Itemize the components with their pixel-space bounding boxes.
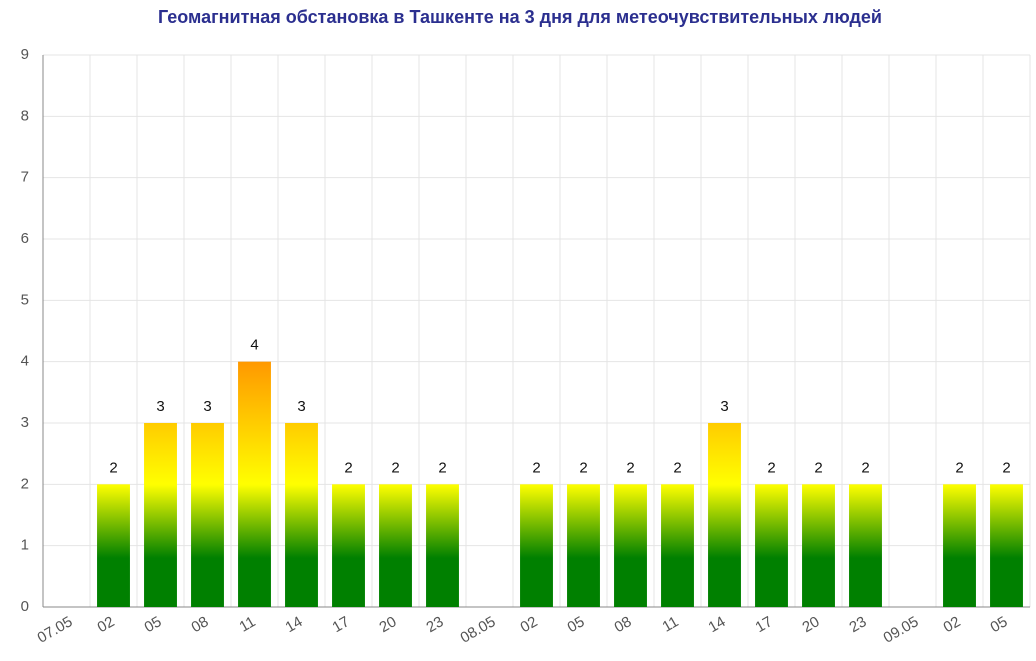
value-label: 3 [156,398,164,415]
x-tick-label: 07.05 [34,613,75,646]
y-tick-label: 1 [21,537,29,554]
y-tick-label: 7 [21,169,29,186]
y-tick-label: 3 [21,414,29,431]
value-label: 2 [344,459,352,476]
bar [97,484,130,607]
bar [755,484,788,607]
value-label: 2 [1002,459,1010,476]
x-tick-label: 08 [189,613,212,636]
bar [990,484,1023,607]
x-tick-label: 11 [659,613,681,636]
y-tick-label: 5 [21,291,29,308]
value-label: 2 [955,459,963,476]
y-tick-label: 6 [21,230,29,247]
x-tick-label: 17 [330,613,353,636]
y-tick-label: 4 [21,353,29,370]
value-label: 2 [861,459,869,476]
bar [426,484,459,607]
y-tick-label: 0 [21,598,29,615]
bar [708,423,741,607]
bar [332,484,365,607]
value-label: 3 [720,398,728,415]
x-tick-label: 20 [377,613,400,636]
bar [661,484,694,607]
x-tick-label: 14 [706,613,729,636]
value-label: 3 [203,398,211,415]
x-tick-label: 23 [424,613,447,636]
x-tick-label: 05 [988,613,1011,636]
x-tick-label: 02 [518,613,541,636]
x-tick-label: 02 [95,613,118,636]
x-tick-label: 08 [612,613,635,636]
x-tick-label: 14 [283,613,306,636]
x-tick-label: 17 [753,613,776,636]
value-label: 2 [673,459,681,476]
value-label: 2 [579,459,587,476]
bar [849,484,882,607]
bar [285,423,318,607]
y-tick-label: 2 [21,475,29,492]
bar [802,484,835,607]
value-label: 2 [532,459,540,476]
x-tick-label: 02 [941,613,964,636]
bar [191,423,224,607]
bar [567,484,600,607]
value-label: 2 [109,459,117,476]
y-tick-label: 8 [21,107,29,124]
chart-title: Геомагнитная обстановка в Ташкенте на 3 … [158,7,882,27]
bar [238,361,271,607]
x-tick-label: 20 [800,613,823,636]
x-tick-label: 23 [847,613,870,636]
bar [614,484,647,607]
value-label: 2 [391,459,399,476]
bar [144,423,177,607]
y-tick-label: 9 [21,46,29,63]
bar [379,484,412,607]
value-label: 2 [814,459,822,476]
x-tick-label: 09.05 [880,613,921,646]
value-label: 3 [297,398,305,415]
value-label: 2 [626,459,634,476]
value-label: 2 [767,459,775,476]
bar [943,484,976,607]
x-tick-label: 08.05 [457,613,498,646]
x-tick-label: 05 [142,613,165,636]
value-label: 4 [250,337,258,354]
bar [520,484,553,607]
x-tick-label: 11 [236,613,258,636]
x-tick-label: 05 [565,613,588,636]
value-label: 2 [438,459,446,476]
